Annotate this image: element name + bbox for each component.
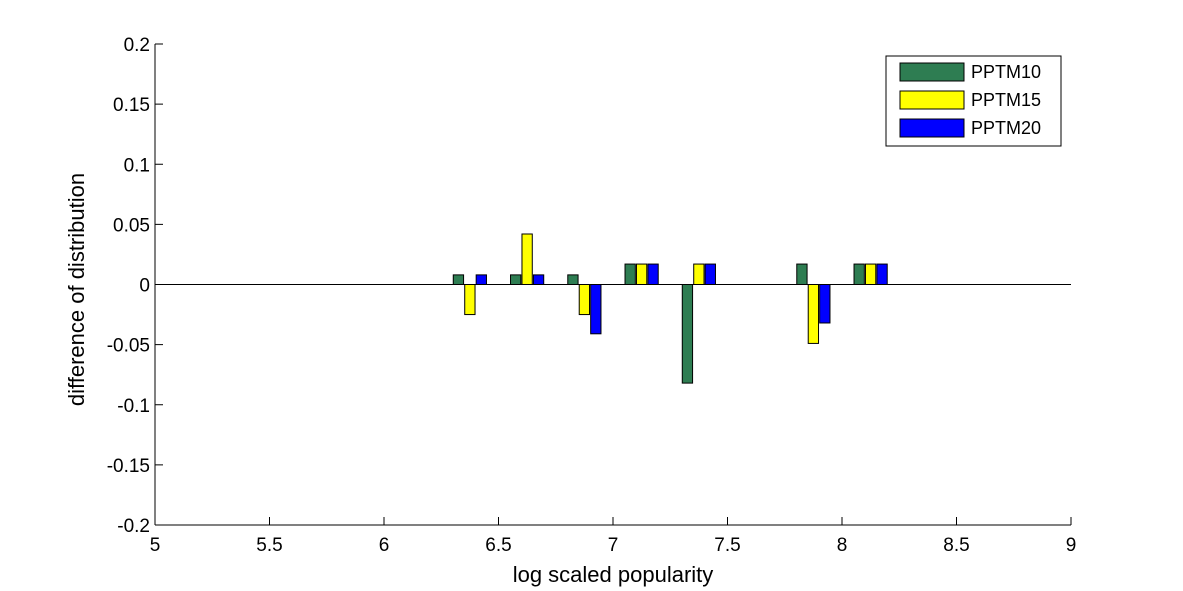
bar-pptm10 <box>681 284 694 384</box>
x-tick-label: 5 <box>150 535 161 556</box>
y-axis-label: difference of distribution <box>64 173 89 406</box>
bar-pptm20 <box>647 263 659 285</box>
x-tick-label: 8 <box>837 535 848 556</box>
bar-pptm20 <box>532 274 545 286</box>
bar-pptm20 <box>819 284 831 324</box>
bar-pptm10 <box>510 274 522 286</box>
legend-label: PPTM10 <box>971 62 1041 82</box>
y-tick-label: 0.15 <box>113 95 150 116</box>
bar-pptm10 <box>853 263 865 285</box>
x-tick-label: 7 <box>608 535 619 556</box>
x-tick-label: 9 <box>1066 535 1077 556</box>
y-tick-label: 0.05 <box>113 215 150 236</box>
bar-pptm15 <box>464 284 476 316</box>
bar-pptm15 <box>864 263 877 285</box>
bar-pptm15 <box>521 233 533 285</box>
x-tick-label: 6.5 <box>485 535 511 556</box>
y-tick-label: 0.1 <box>124 155 150 176</box>
legend-label: PPTM15 <box>971 90 1041 110</box>
legend-swatch <box>899 118 965 138</box>
bar-pptm20 <box>876 263 888 285</box>
bar-pptm20 <box>590 284 602 335</box>
x-axis-label: log scaled popularity <box>513 562 714 587</box>
bar-pptm10 <box>796 263 808 285</box>
x-tick-label: 8.5 <box>943 535 969 556</box>
bar-pptm10 <box>452 274 465 286</box>
x-tick-label: 5.5 <box>256 535 282 556</box>
bar-pptm15 <box>578 284 591 316</box>
y-tick-label: 0.2 <box>124 35 150 56</box>
legend-label: PPTM20 <box>971 118 1041 138</box>
bar-pptm10 <box>624 263 636 285</box>
x-tick-label: 6 <box>379 535 390 556</box>
y-tick-label: -0.05 <box>107 336 150 357</box>
y-tick-label: -0.15 <box>107 456 150 477</box>
x-tick-label: 7.5 <box>714 535 740 556</box>
y-tick-label: -0.1 <box>117 396 150 417</box>
bar-pptm15 <box>693 263 705 285</box>
legend-swatch <box>899 62 965 82</box>
bar-pptm15 <box>807 284 820 344</box>
legend-swatch <box>899 90 965 110</box>
legend: PPTM10 PPTM15 PPTM20 <box>885 55 1062 147</box>
bar-pptm20 <box>704 263 716 285</box>
y-tick-label: -0.2 <box>117 516 150 537</box>
bar-pptm15 <box>635 263 648 285</box>
bar-pptm20 <box>475 274 487 286</box>
bar-pptm10 <box>567 274 579 286</box>
y-tick-label: 0 <box>139 276 150 297</box>
